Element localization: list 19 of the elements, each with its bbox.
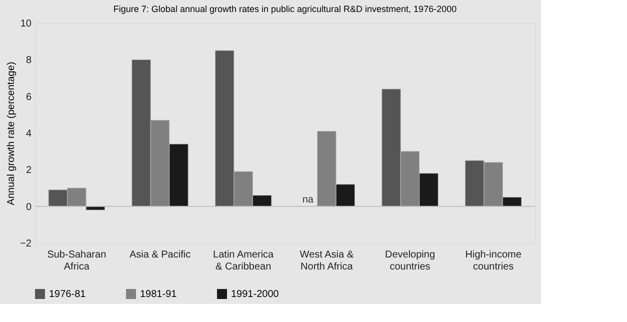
x-tick-label: Developing countries: [384, 250, 436, 272]
x-tick-label: West Asia & North Africa: [300, 250, 354, 272]
legend-label: 1976-81: [49, 289, 86, 300]
y-tick-label: −2: [20, 238, 32, 250]
chart-title: Figure 7: Global annual growth rates in public agricultural R&D investment, 1976-2000: [113, 4, 457, 14]
y-tick-label: 4: [26, 128, 32, 140]
y-tick-label: 10: [20, 18, 32, 30]
y-axis-title: Annual growth rate (percentage): [6, 62, 18, 206]
y-tick-label: 0: [26, 202, 32, 213]
x-tick-label: Latin America & Caribbean: [213, 250, 274, 272]
y-tick-label: 2: [26, 165, 32, 176]
legend-label: 1981-91: [140, 289, 178, 300]
y-tick-label: 6: [26, 92, 32, 103]
x-tick-label: Sub-Saharan Africa: [47, 250, 106, 272]
y-tick-label: 8: [26, 55, 32, 66]
annotation: na: [302, 194, 314, 206]
x-tick-label: Asia & Pacific: [129, 250, 191, 260]
x-tick-label: High-income countries: [465, 250, 522, 272]
legend-label: 1991-2000: [231, 289, 280, 300]
